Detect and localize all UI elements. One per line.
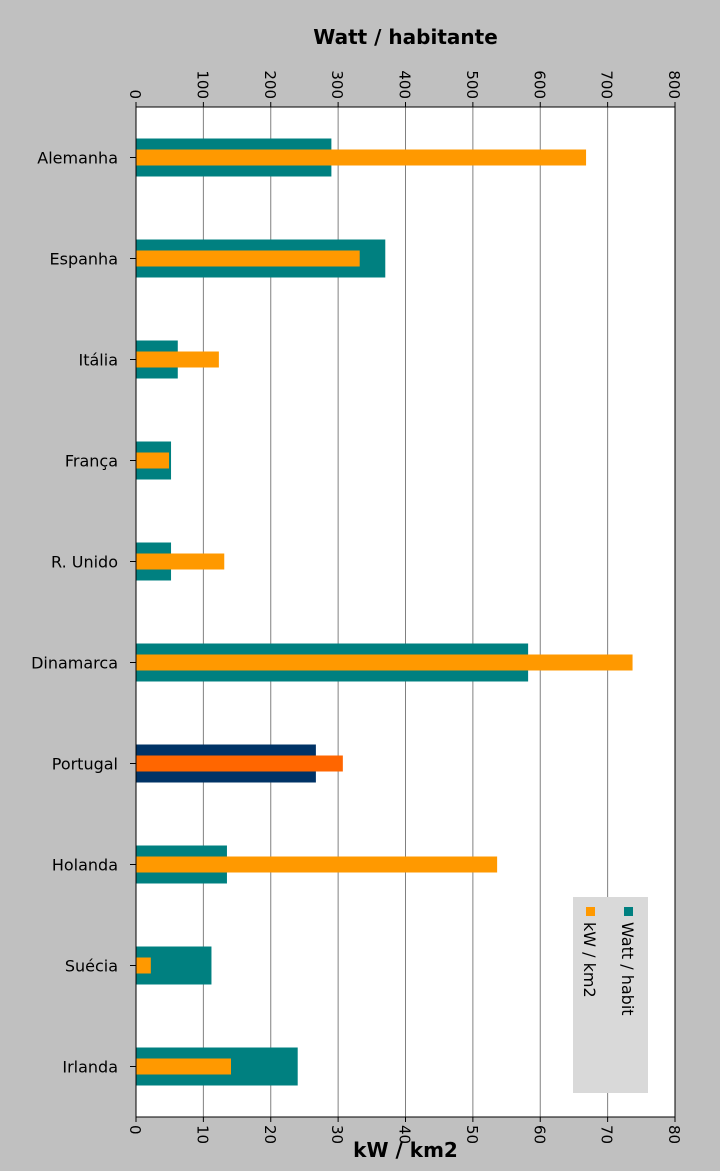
category-label: França [65, 452, 118, 471]
category-label: Portugal [52, 755, 118, 774]
category-label: Holanda [52, 856, 118, 875]
category-label: Espanha [50, 250, 119, 269]
bar-kw-km2 [136, 957, 151, 974]
category-label: Suécia [65, 957, 118, 976]
top-tick-label: 100 [193, 70, 211, 99]
bottom-tick-label: 10 [193, 1125, 211, 1144]
bottom-tick-label: 20 [261, 1125, 279, 1144]
top-tick-label: 300 [328, 70, 346, 99]
bottom-tick-label: 70 [598, 1125, 616, 1144]
bottom-tick-label: 30 [328, 1125, 346, 1144]
top-tick-label: 600 [530, 70, 548, 99]
category-label: Dinamarca [31, 654, 118, 673]
bottom-tick-label: 80 [665, 1125, 683, 1144]
top-tick-label: 700 [598, 70, 616, 99]
top-axis-title: Watt / habitante [313, 25, 498, 49]
category-label: R. Unido [51, 553, 118, 572]
top-tick-label: 0 [126, 89, 144, 99]
bar-kw-km2 [136, 1058, 231, 1075]
legend-swatch [624, 907, 633, 916]
top-tick-label: 500 [463, 70, 481, 99]
legend-swatch [586, 907, 595, 916]
top-tick-label: 800 [665, 70, 683, 99]
category-label: Irlanda [62, 1058, 118, 1077]
category-label: Itália [79, 351, 119, 370]
bottom-tick-label: 60 [530, 1125, 548, 1144]
bottom-tick-label: 50 [463, 1125, 481, 1144]
top-tick-label: 400 [396, 70, 414, 99]
bar-kw-km2 [136, 250, 360, 267]
top-tick-label: 200 [261, 70, 279, 99]
bottom-tick-label: 0 [126, 1125, 144, 1135]
bar-kw-km2 [136, 654, 633, 671]
bar-kw-km2 [136, 452, 170, 469]
legend-box [573, 897, 648, 1093]
bar-kw-km2 [136, 755, 343, 772]
category-label: Alemanha [37, 149, 118, 168]
bottom-tick-label: 40 [396, 1125, 414, 1144]
bar-kw-km2 [136, 856, 498, 873]
legend-label: kW / km2 [580, 922, 599, 998]
bar-kw-km2 [136, 553, 225, 570]
bar-kw-km2 [136, 351, 219, 368]
bottom-axis-title: kW / km2 [353, 1138, 458, 1162]
legend-label: Watt / habit [618, 922, 637, 1016]
bar-kw-km2 [136, 149, 587, 166]
